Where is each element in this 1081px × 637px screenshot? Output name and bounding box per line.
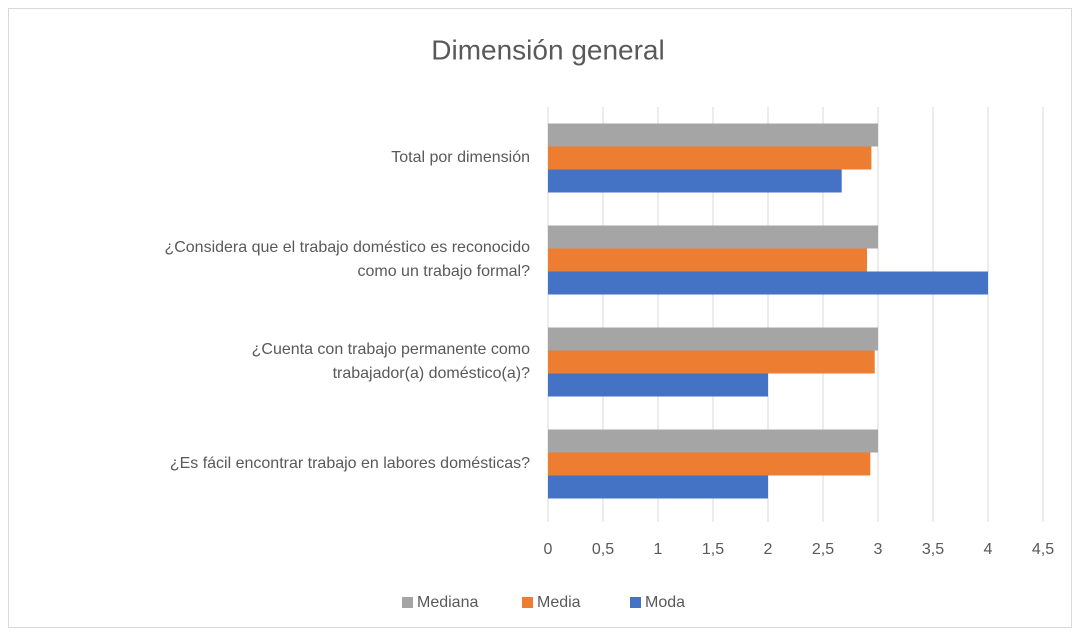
x-tick-label: 2,5 — [812, 541, 834, 558]
x-tick-label: 1,5 — [702, 541, 724, 558]
x-tick-label: 2 — [764, 541, 773, 558]
bar — [548, 225, 878, 249]
bar — [548, 248, 867, 272]
x-tick-label: 0,5 — [592, 541, 614, 558]
bar — [548, 429, 878, 453]
bar — [548, 327, 878, 351]
legend-swatch — [522, 597, 533, 608]
y-tick-label: ¿Cuenta con trabajo permanente como trab… — [251, 341, 530, 382]
legend-label: Mediana — [417, 594, 478, 611]
x-tick-label: 3 — [874, 541, 883, 558]
bar — [548, 169, 842, 193]
bar — [548, 123, 878, 147]
bar — [548, 350, 875, 374]
x-tick-label: 4 — [984, 541, 993, 558]
chart-title: Dimensión general — [431, 34, 664, 65]
y-tick-label: ¿Considera que el trabajo doméstico es r… — [164, 239, 530, 280]
bar — [548, 271, 988, 295]
bar — [548, 146, 872, 170]
bar — [548, 475, 768, 499]
x-tick-label: 3,5 — [922, 541, 944, 558]
legend-swatch — [402, 597, 413, 608]
chart-border — [8, 8, 1072, 628]
legend-label: Media — [537, 594, 581, 611]
x-tick-label: 0 — [544, 541, 553, 558]
bar — [548, 452, 871, 476]
y-tick-label: Total por dimensión — [391, 149, 530, 166]
x-tick-label: 1 — [654, 541, 663, 558]
legend-label: Moda — [645, 594, 685, 611]
y-tick-label: ¿Es fácil encontrar trabajo en labores d… — [169, 455, 530, 472]
x-tick-label: 4,5 — [1032, 541, 1054, 558]
legend-swatch — [630, 597, 641, 608]
bar — [548, 373, 768, 397]
